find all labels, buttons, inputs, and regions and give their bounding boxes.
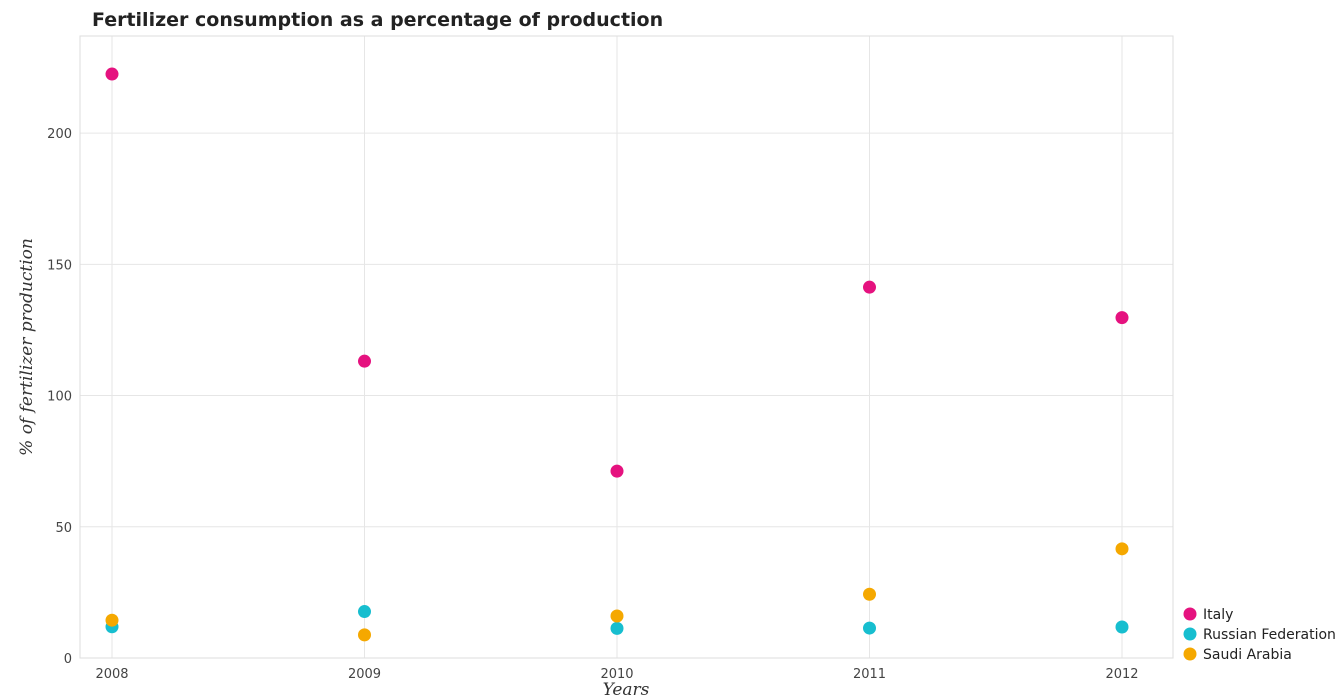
point-russian-federation-2010 — [610, 621, 624, 635]
legend-marker — [1183, 627, 1197, 641]
x-tick-label: 2009 — [348, 667, 381, 682]
plot-frame — [79, 35, 1174, 659]
legend-marker — [1183, 607, 1197, 621]
x-tick-label: 2008 — [95, 667, 128, 682]
y-axis-label: % of fertilizer production — [17, 238, 37, 456]
chart-title: Fertilizer consumption as a percentage o… — [92, 9, 663, 31]
y-tick-label: 200 — [47, 127, 72, 142]
point-saudi-arabia-2009 — [358, 628, 371, 642]
x-tick-label: 2012 — [1105, 667, 1138, 682]
point-italy-2011 — [863, 280, 876, 294]
x-tick-label: 2011 — [853, 667, 886, 682]
x-axis-ticks: 2008 2009 2010 2011 2012 — [95, 667, 1138, 682]
legend-marker — [1183, 647, 1197, 661]
grid-lines — [80, 36, 1173, 659]
point-italy-2009 — [358, 354, 371, 368]
y-tick-label: 0 — [64, 652, 72, 667]
point-russian-federation-2009 — [358, 605, 371, 619]
y-axis-ticks: 0 50 100 150 200 — [47, 127, 72, 667]
legend-label: Russian Federation — [1203, 627, 1336, 643]
point-saudi-arabia-2011 — [863, 587, 876, 601]
y-tick-label: 50 — [55, 521, 72, 536]
point-italy-2008 — [105, 67, 119, 81]
point-italy-2010 — [610, 464, 624, 478]
y-tick-label: 100 — [47, 390, 72, 405]
point-russian-federation-2011 — [863, 621, 876, 635]
legend-label: Italy — [1203, 607, 1233, 623]
y-tick-label: 150 — [47, 258, 72, 273]
point-saudi-arabia-2012 — [1115, 542, 1129, 556]
legend: Italy Russian Federation Saudi Arabia — [1183, 607, 1336, 663]
point-russian-federation-2012 — [1115, 620, 1129, 634]
x-tick-label: 2010 — [600, 667, 633, 682]
point-italy-2012 — [1115, 311, 1129, 325]
data-points — [105, 67, 1129, 642]
x-axis-label: Years — [603, 680, 650, 700]
point-saudi-arabia-2008 — [105, 613, 119, 627]
legend-label: Saudi Arabia — [1203, 647, 1292, 663]
point-saudi-arabia-2010 — [610, 609, 624, 623]
